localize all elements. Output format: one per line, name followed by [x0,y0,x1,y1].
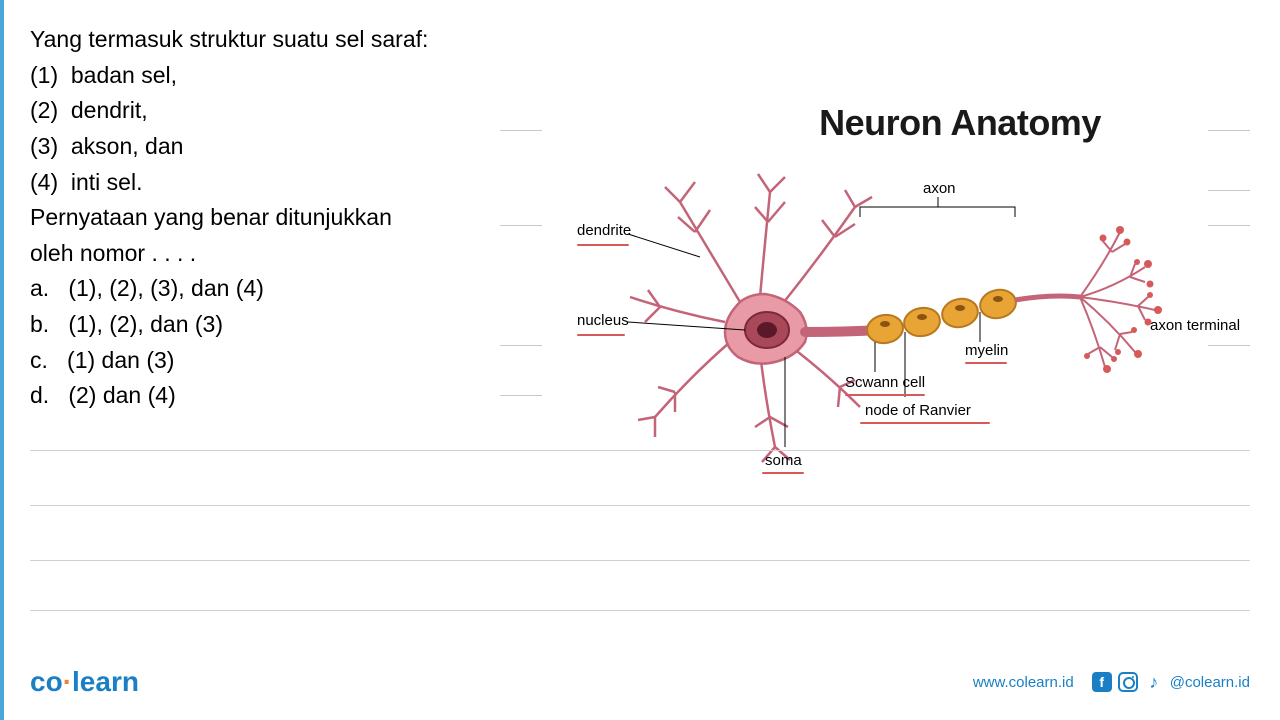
label-dendrite: dendrite [577,222,631,239]
underline-dendrite [577,244,629,246]
label-axon-terminal: axon terminal [1150,317,1240,334]
facebook-icon: f [1092,672,1112,692]
underline-ranvier [860,422,990,424]
footer: co·learn www.colearn.id f ♪ @colearn.id [30,666,1250,698]
label-myelin: myelin [965,342,1008,359]
website-url: www.colearn.id [973,674,1074,691]
question-title: Yang termasuk struktur suatu sel saraf: [30,22,520,58]
option-d: d. (2) dan (4) [30,378,520,414]
logo-dot: · [63,666,72,697]
neuron-svg [560,162,1240,472]
question-prompt-2: oleh nomor . . . . [30,236,520,272]
logo-co: co [30,666,63,697]
question-item-1: (1) badan sel, [30,58,520,94]
diagram-block: Neuron Anatomy [530,22,1250,452]
label-schwann: Scwann cell [845,374,925,391]
logo: co·learn [30,666,139,698]
label-axon: axon [923,180,956,197]
myelin-group [865,287,1018,346]
underline-schwann [845,394,925,396]
question-prompt-1: Pernyataan yang benar ditunjukkan [30,200,520,236]
axon-post [1015,296,1080,300]
underline-nucleus [577,334,625,336]
ruled-lines [30,450,1250,610]
question-item-4: (4) inti sel. [30,165,520,201]
main-content: Yang termasuk struktur suatu sel saraf: … [0,0,1280,452]
underline-myelin [965,362,1007,364]
logo-learn: learn [72,666,139,697]
question-item-3: (3) akson, dan [30,129,520,165]
left-border-accent [0,0,4,720]
option-a: a. (1), (2), (3), dan (4) [30,271,520,307]
diagram-title: Neuron Anatomy [670,102,1250,144]
socials: f ♪ @colearn.id [1092,672,1250,692]
footer-right: www.colearn.id f ♪ @colearn.id [973,672,1250,692]
social-handle: @colearn.id [1170,674,1250,691]
question-item-2: (2) dendrit, [30,93,520,129]
nucleus-inner [757,322,777,338]
question-block: Yang termasuk struktur suatu sel saraf: … [30,22,520,452]
option-b: b. (1), (2), dan (3) [30,307,520,343]
label-nucleus: nucleus [577,312,629,329]
axon-terminal-branches [1080,232,1155,367]
option-c: c. (1) dan (3) [30,343,520,379]
label-node-ranvier: node of Ranvier [865,402,971,419]
instagram-icon [1118,672,1138,692]
tiktok-icon: ♪ [1144,672,1164,692]
